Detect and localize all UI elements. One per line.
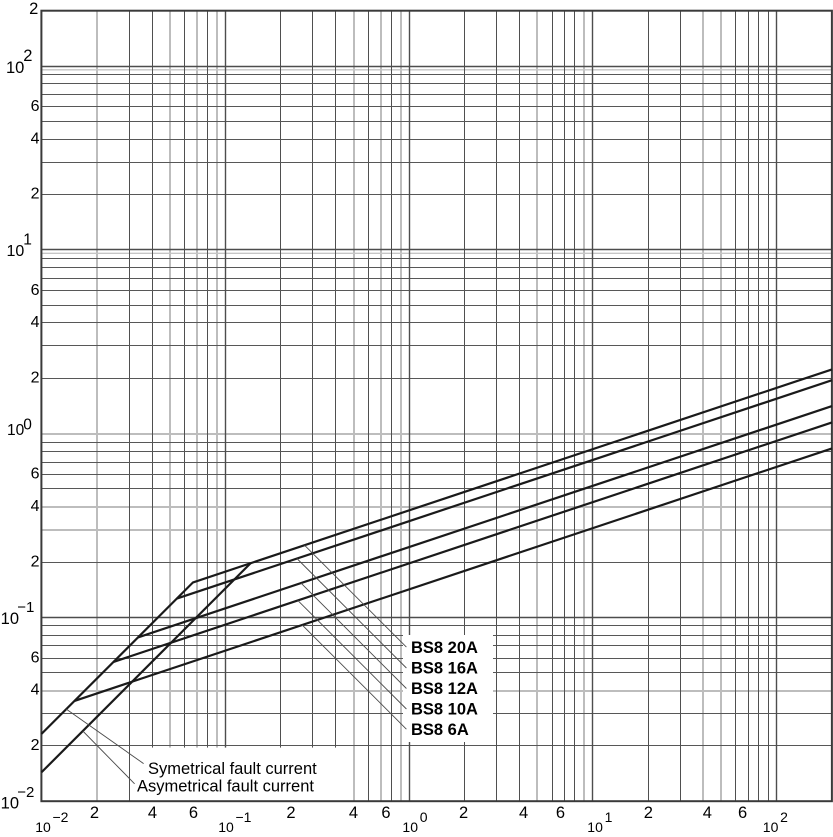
- svg-text:4: 4: [703, 804, 712, 822]
- svg-text:BS8 6A: BS8 6A: [411, 721, 469, 739]
- svg-text:−2: −2: [17, 784, 34, 801]
- svg-text:Asymetrical fault current: Asymetrical fault current: [137, 777, 314, 795]
- svg-text:0: 0: [420, 809, 428, 825]
- svg-text:2: 2: [31, 186, 40, 203]
- svg-text:10: 10: [402, 819, 418, 835]
- svg-text:10: 10: [763, 819, 779, 835]
- svg-text:−1: −1: [236, 809, 252, 825]
- svg-text:2: 2: [31, 553, 40, 570]
- svg-text:4: 4: [519, 804, 528, 822]
- svg-text:4: 4: [31, 314, 40, 331]
- svg-text:BS8 16A: BS8 16A: [411, 660, 478, 678]
- svg-text:6: 6: [738, 804, 747, 822]
- svg-text:2: 2: [780, 809, 788, 825]
- svg-text:10: 10: [218, 819, 234, 835]
- svg-text:2: 2: [29, 0, 38, 18]
- svg-text:4: 4: [31, 682, 40, 699]
- svg-text:4: 4: [31, 130, 40, 147]
- svg-text:1: 1: [23, 231, 32, 248]
- svg-text:4: 4: [148, 804, 157, 822]
- svg-text:6: 6: [381, 804, 390, 822]
- svg-text:2: 2: [644, 804, 653, 822]
- svg-text:−1: −1: [17, 599, 34, 616]
- svg-text:10: 10: [7, 243, 25, 260]
- svg-text:10: 10: [7, 422, 25, 439]
- svg-text:6: 6: [31, 282, 40, 299]
- svg-text:BS8 10A: BS8 10A: [411, 701, 478, 719]
- svg-text:6: 6: [556, 804, 565, 822]
- svg-text:10: 10: [6, 59, 24, 77]
- svg-text:6: 6: [31, 649, 40, 666]
- svg-text:4: 4: [349, 804, 358, 822]
- svg-text:4: 4: [31, 498, 40, 515]
- svg-text:Symetrical fault current: Symetrical fault current: [148, 760, 317, 778]
- svg-text:10: 10: [587, 819, 603, 835]
- svg-text:6: 6: [189, 804, 198, 822]
- svg-text:6: 6: [31, 466, 40, 483]
- svg-text:0: 0: [23, 417, 32, 434]
- svg-text:2: 2: [31, 737, 40, 754]
- svg-text:BS8 12A: BS8 12A: [411, 680, 478, 698]
- svg-text:2: 2: [459, 804, 468, 822]
- svg-text:10: 10: [35, 819, 51, 835]
- svg-text:10: 10: [1, 610, 19, 628]
- svg-text:1: 1: [605, 809, 613, 825]
- svg-text:6: 6: [31, 98, 40, 115]
- svg-text:2: 2: [31, 370, 40, 387]
- svg-text:2: 2: [90, 804, 99, 822]
- svg-text:2: 2: [23, 47, 32, 65]
- svg-text:2: 2: [286, 804, 295, 822]
- svg-text:−2: −2: [53, 809, 69, 825]
- svg-text:BS8 20A: BS8 20A: [411, 639, 478, 657]
- svg-text:10: 10: [1, 795, 19, 813]
